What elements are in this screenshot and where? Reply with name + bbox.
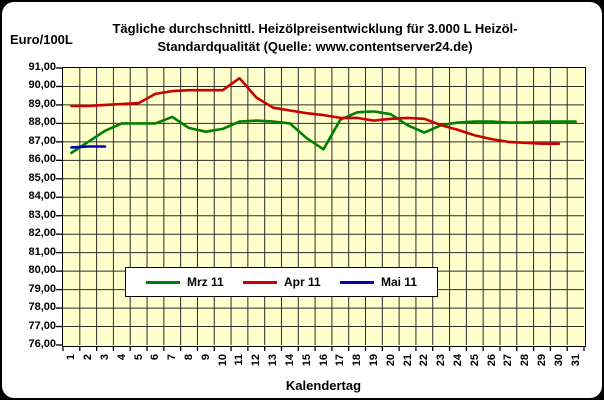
y-axis-tick-label: 76,00	[28, 338, 56, 350]
y-axis-tick-label: 80,00	[28, 264, 56, 277]
y-axis-tick-label: 84,00	[28, 190, 56, 203]
chart-title-line-2: Standardqualität (Quelle: www.contentser…	[157, 39, 473, 54]
y-axis-tick-label: 83,00	[28, 208, 56, 221]
y-axis-tick-label: 90,00	[28, 79, 56, 92]
chart-title-line-1: Tägliche durchschnittl. Heizölpreisentwi…	[112, 21, 518, 36]
legend-item-label: Mrz 11	[187, 275, 224, 289]
y-axis-tick-label: 86,00	[28, 153, 56, 166]
legend-line-sample	[146, 280, 180, 284]
y-axis-tick-label: 79,00	[28, 282, 56, 295]
series-line-mrz-11	[70, 110, 577, 155]
y-axis-tick-label: 85,00	[28, 171, 56, 184]
legend-item: Mrz 11	[146, 275, 224, 289]
y-axis-tick-label: 81,00	[28, 245, 56, 258]
chart-svg	[56, 67, 585, 351]
y-axis-tick-label: 77,00	[28, 319, 56, 332]
y-axis-tick-label: 87,00	[28, 134, 56, 147]
legend: Mrz 11 Apr 11 Mai 11	[125, 267, 438, 297]
chart-title: Tägliche durchschnittl. Heizölpreisentwi…	[80, 20, 550, 56]
y-axis-tick-label: 89,00	[28, 97, 56, 110]
y-axis-tick-label: 82,00	[28, 227, 56, 240]
series-line-apr-11	[70, 76, 561, 145]
y-axis-unit-label: Euro/100L	[10, 32, 73, 47]
legend-item: Mai 11	[339, 275, 417, 289]
legend-item-label: Mai 11	[380, 275, 417, 289]
x-axis-title: Kalendertag	[285, 378, 362, 393]
series-line-mai-11	[70, 145, 107, 149]
legend-line-sample	[339, 280, 374, 284]
legend-line-sample	[242, 280, 277, 284]
plot-area	[61, 66, 586, 347]
legend-item-label: Apr 11	[283, 275, 321, 289]
y-axis-tick-label: 78,00	[28, 301, 56, 314]
y-axis-tick-label: 91,00	[28, 61, 56, 73]
y-axis-tick-label: 88,00	[28, 116, 56, 129]
legend-item: Apr 11	[242, 275, 321, 289]
